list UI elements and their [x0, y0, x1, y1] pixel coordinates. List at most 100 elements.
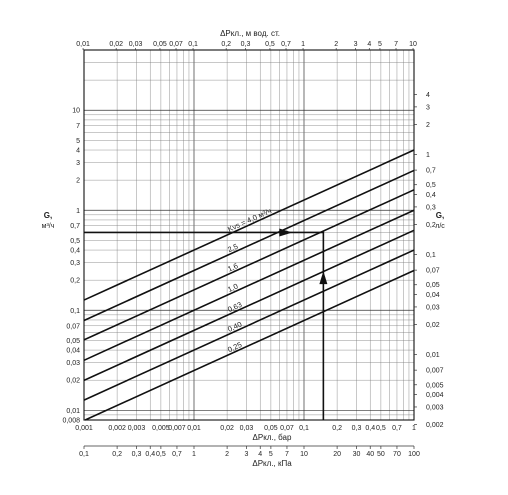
kpa-tick-label: 1	[192, 451, 196, 458]
bar-tick-label: 0,07	[280, 425, 294, 432]
left-tick-label: 0,01	[66, 408, 80, 415]
left-tick-label: 5	[76, 138, 80, 145]
left-tick-label: 0,04	[66, 348, 80, 355]
kvs-lines: Kvs = 4,0 м³/ч2,51,61,00,630,400,25	[83, 149, 415, 421]
bar-tick-label: 0,4	[365, 425, 375, 432]
right-axis-unit: л/с	[435, 223, 445, 230]
kpa-tick-label: 70	[393, 451, 401, 458]
top-tick-label: 0,05	[153, 41, 167, 48]
right-tick-label: 0,004	[426, 392, 444, 399]
kvs-line	[83, 249, 415, 401]
bar-tick-label: 0,03	[240, 425, 254, 432]
grid	[83, 49, 414, 421]
kpa-tick-label: 0,3	[132, 451, 142, 458]
top-axis-label: ΔPкл., м вод. ст.	[220, 29, 280, 38]
left-axis-unit: м³/ч	[42, 223, 55, 230]
kvs-line	[83, 149, 415, 301]
left-tick-label: 0,2	[70, 278, 80, 285]
kpa-tick-label: 4	[258, 451, 262, 458]
left-tick-label: 1	[76, 208, 80, 215]
bar-tick-label: 0,7	[392, 425, 402, 432]
left-tick-label: 3	[76, 160, 80, 167]
right-tick-label: 0,03	[426, 304, 440, 311]
right-tick-label: 0,2	[426, 222, 436, 229]
bar-tick-label: 0,007	[168, 425, 186, 432]
left-tick-label: 0,3	[70, 260, 80, 267]
top-tick-label: 5	[378, 41, 382, 48]
kpa-tick-label: 2	[225, 451, 229, 458]
right-tick-label: 0,3	[426, 204, 436, 211]
bar-tick-label: 0,5	[376, 425, 386, 432]
bar-tick-label: 1	[412, 425, 416, 432]
left-axis-label: G,	[44, 211, 52, 220]
example-polyline	[84, 231, 325, 420]
kpa-tick-label: 0,2	[112, 451, 122, 458]
kpa-tick-label: 30	[353, 451, 361, 458]
right-tick-label: 0,05	[426, 282, 440, 289]
left-tick-label: 0,4	[70, 248, 80, 255]
bar-tick-label: 0,005	[152, 425, 170, 432]
top-tick-label: 0,03	[129, 41, 143, 48]
top-tick-label: 4	[367, 41, 371, 48]
right-tick-label: 0,04	[426, 292, 440, 299]
kvs-label: 1,6	[226, 261, 239, 274]
kpa-tick-label: 0,4	[145, 451, 155, 458]
kvs-line	[83, 189, 415, 341]
right-tick-label: 1	[426, 152, 430, 159]
kpa-tick-label: 0,7	[172, 451, 182, 458]
left-tick-label: 0,1	[70, 308, 80, 315]
right-tick-label: 0,5	[426, 182, 436, 189]
bar-tick-label: 0,3	[352, 425, 362, 432]
top-tick-label: 7	[394, 41, 398, 48]
arrow-right	[279, 228, 293, 237]
kvs-line	[83, 169, 415, 322]
left-tick-label: 0,03	[66, 360, 80, 367]
bar-tick-label: 0,2	[332, 425, 342, 432]
kpa-axis-label: ΔPкл., кПа	[252, 459, 292, 468]
right-tick-label: 0,01	[426, 352, 440, 359]
right-tick-label: 0,07	[426, 268, 440, 275]
right-tick-label: 0,007	[426, 368, 444, 375]
bar-tick-label: 0,003	[128, 425, 146, 432]
top-tick-label: 10	[409, 41, 417, 48]
kvs-line	[83, 229, 415, 382]
plot-frame	[83, 49, 415, 421]
kvs-label: 2,5	[226, 242, 239, 255]
right-tick-label: 4	[426, 92, 430, 99]
kpa-tick-label: 40	[366, 451, 374, 458]
top-tick-label: 2	[334, 41, 338, 48]
bar-tick-label: 0,1	[299, 425, 309, 432]
bar-tick-label: 0,002	[108, 425, 126, 432]
kpa-tick-label: 3	[245, 451, 249, 458]
top-tick-label: 3	[354, 41, 358, 48]
top-tick-label: 0,2	[221, 41, 231, 48]
left-tick-label: 7	[76, 123, 80, 130]
bar-axis-label: ΔPкл., бар	[253, 433, 292, 442]
top-tick-label: 0,1	[188, 41, 198, 48]
kvs-line	[84, 269, 415, 421]
right-tick-label: 0,02	[426, 322, 440, 329]
bar-tick-label: 0,01	[187, 425, 201, 432]
right-axis-label: G,	[436, 211, 444, 220]
kpa-tick-label: 10	[300, 451, 308, 458]
right-tick-label: 3	[426, 104, 430, 111]
example-path	[84, 228, 328, 420]
right-tick-label: 0,4	[426, 192, 436, 199]
kpa-tick-label: 100	[408, 451, 420, 458]
left-tick-label: 0,02	[66, 378, 80, 385]
right-tick-label: 0,005	[426, 382, 444, 389]
left-tick-label: 4	[76, 148, 80, 155]
left-tick-label: 2	[76, 178, 80, 185]
kpa-tick-label: 50	[377, 451, 385, 458]
kpa-tick-label: 0,5	[156, 451, 166, 458]
top-tick-label: 0,7	[281, 41, 291, 48]
kpa-tick-label: 0,1	[79, 451, 89, 458]
right-tick-label: 0,002	[426, 422, 444, 429]
right-tick-label: 2	[426, 122, 430, 129]
left-tick-label: 0,07	[66, 323, 80, 330]
tick-labels: 0,01 0,02 0,03 0,05 0,07 0,1 0,2 0,3 0,5 0,7 1 2 3 4 5…	[62, 41, 443, 458]
bar-tick-label: 0,02	[220, 425, 234, 432]
kpa-tick-label: 5	[269, 451, 273, 458]
kpa-tick-label: 20	[333, 451, 341, 458]
